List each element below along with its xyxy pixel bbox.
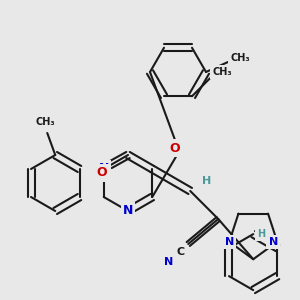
Text: H: H [257, 229, 265, 239]
Text: N: N [99, 163, 109, 176]
Text: CH₃: CH₃ [212, 67, 232, 77]
Text: N: N [164, 257, 173, 267]
Text: H: H [202, 176, 211, 186]
Text: CH₃: CH₃ [35, 117, 55, 127]
Text: N: N [123, 205, 133, 218]
Text: C: C [176, 247, 184, 257]
Text: N: N [268, 237, 278, 247]
Text: N: N [225, 237, 234, 247]
Text: O: O [170, 142, 180, 154]
Text: O: O [97, 167, 107, 179]
Text: CH₃: CH₃ [230, 53, 250, 63]
